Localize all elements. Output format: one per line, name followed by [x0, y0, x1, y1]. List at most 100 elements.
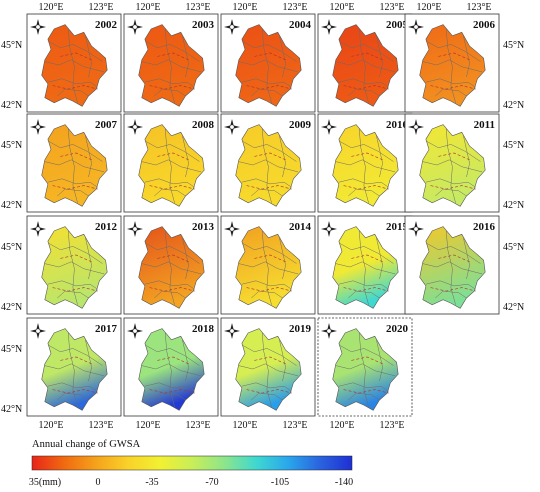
map-panel: 2007 — [26, 113, 122, 213]
river-line — [47, 344, 103, 366]
river-line — [358, 128, 369, 203]
basin-map — [419, 226, 486, 309]
river-line — [47, 40, 103, 62]
boundary-line — [254, 254, 286, 263]
basin-map — [235, 226, 302, 309]
river-line — [154, 290, 186, 299]
river-line — [182, 339, 189, 382]
north-arrow-icon — [30, 221, 46, 237]
boundary-line — [157, 52, 189, 61]
lon-label-bottom: 123°E — [282, 420, 307, 431]
north-arrow-icon — [127, 119, 143, 135]
river-line — [85, 135, 92, 178]
river-line — [154, 88, 186, 97]
basin-map — [235, 328, 302, 411]
river-line — [251, 88, 283, 97]
river-line — [241, 178, 292, 188]
north-arrow-icon — [408, 119, 424, 135]
boundary-line — [149, 185, 195, 190]
river-line — [144, 140, 200, 162]
boundary-line — [351, 52, 383, 61]
boundary-line — [157, 152, 189, 161]
river-line — [435, 290, 467, 299]
boundary-line — [52, 389, 98, 394]
river-line — [164, 28, 175, 103]
river-line — [241, 382, 292, 392]
map-panel: 2017 — [26, 317, 122, 417]
lon-label-top: 120°E — [329, 2, 354, 13]
boundary-line — [430, 287, 476, 292]
legend-tick-label: 35(mm) — [29, 477, 61, 488]
basin-map — [332, 124, 399, 207]
basin-map — [138, 24, 205, 107]
river-line — [164, 230, 175, 305]
north-arrow-icon — [127, 221, 143, 237]
river-line — [425, 140, 481, 162]
river-line — [279, 339, 286, 382]
map-panel: 2015 — [317, 215, 413, 315]
boundary-line — [254, 356, 286, 365]
boundary-line — [343, 85, 389, 90]
boundary-line — [438, 152, 470, 161]
lon-label-top: 120°E — [38, 2, 63, 13]
river-line — [47, 78, 98, 88]
lon-label-top: 120°E — [232, 2, 257, 13]
boundary-line — [149, 389, 195, 394]
boundary-line — [52, 85, 98, 90]
map-panel: 2003 — [123, 13, 219, 113]
lat-label-left: 45°N — [1, 40, 22, 51]
north-arrow-icon — [30, 323, 46, 339]
map-panel: 2012 — [26, 215, 122, 315]
legend-tick-label: -70 — [205, 477, 218, 488]
legend-tick-label: -140 — [335, 477, 353, 488]
lat-label-right: 45°N — [503, 140, 524, 151]
river-line — [241, 280, 292, 290]
river-line — [47, 242, 103, 264]
river-line — [85, 35, 92, 78]
lat-label-left: 45°N — [1, 344, 22, 355]
river-line — [338, 280, 389, 290]
river-line — [425, 280, 476, 290]
river-line — [67, 128, 78, 203]
lat-label-left: 45°N — [1, 242, 22, 253]
north-arrow-icon — [224, 221, 240, 237]
river-line — [85, 237, 92, 280]
boundary-line — [157, 356, 189, 365]
river-line — [338, 382, 389, 392]
river-line — [154, 392, 186, 401]
river-line — [463, 135, 470, 178]
north-arrow-icon — [30, 119, 46, 135]
lon-label-top: 123°E — [88, 2, 113, 13]
river-line — [358, 332, 369, 407]
river-line — [164, 332, 175, 407]
river-line — [144, 78, 195, 88]
river-line — [463, 237, 470, 280]
year-label: 2016 — [473, 221, 496, 233]
year-label: 2020 — [386, 323, 409, 335]
map-panel: 2013 — [123, 215, 219, 315]
river-line — [445, 28, 456, 103]
year-label: 2006 — [473, 19, 496, 31]
river-line — [241, 242, 297, 264]
map-panel: 2006 — [404, 13, 500, 113]
boundary-line — [60, 356, 92, 365]
boundary-line — [52, 185, 98, 190]
year-label: 2008 — [192, 119, 215, 131]
river-line — [182, 35, 189, 78]
north-arrow-icon — [408, 221, 424, 237]
year-label: 2002 — [95, 19, 118, 31]
boundary-line — [254, 52, 286, 61]
river-line — [47, 280, 98, 290]
lon-label-bottom: 123°E — [88, 420, 113, 431]
basin-map — [235, 24, 302, 107]
basin-map — [41, 328, 108, 411]
north-arrow-icon — [224, 323, 240, 339]
coordinate-labels: 120°E 123°E 120°E 123°E 120°E 123°E 120°E 123°E… — [1, 2, 524, 431]
river-line — [261, 128, 272, 203]
boundary-line — [246, 287, 292, 292]
lon-label-top: 123°E — [466, 2, 491, 13]
river-line — [435, 88, 467, 97]
legend-tick-label: -35 — [145, 477, 158, 488]
river-line — [261, 28, 272, 103]
year-label: 2003 — [192, 19, 215, 31]
